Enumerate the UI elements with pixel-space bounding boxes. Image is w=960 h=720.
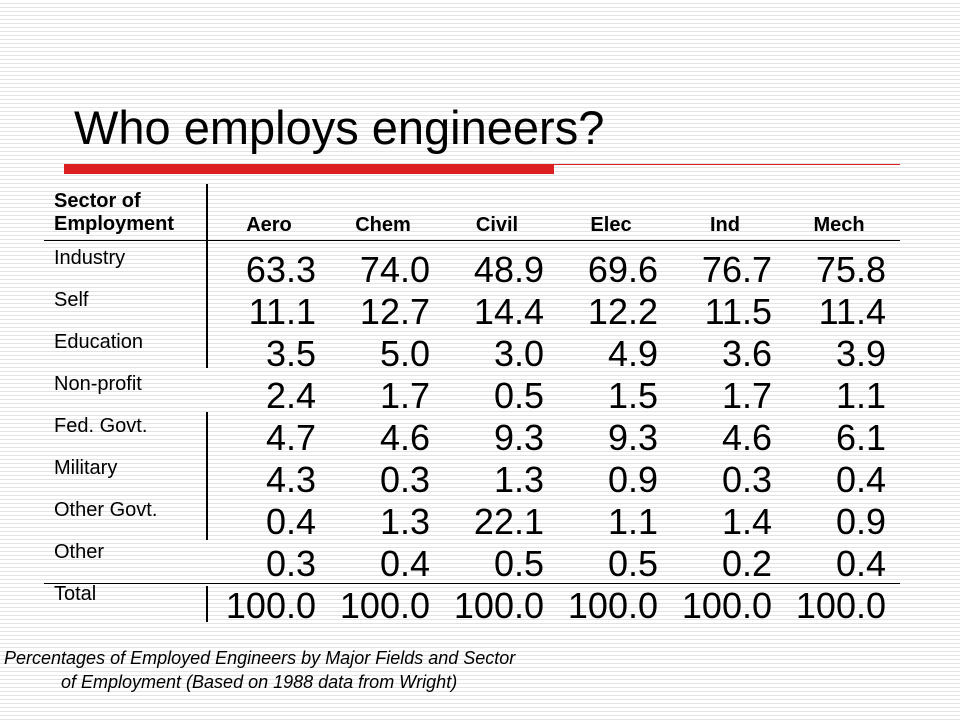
table-cell: 3.6 <box>721 333 772 374</box>
table-cell: 4.6 <box>379 417 430 458</box>
sector-column-header: Sector of Employment <box>54 190 174 236</box>
table-cell: 11.4 <box>818 291 886 332</box>
table-cell: 0.3 <box>265 543 316 584</box>
row-label: Education <box>54 331 143 353</box>
table-cell: 4.9 <box>607 333 658 374</box>
table-cell: 1.4 <box>721 501 772 542</box>
table-cell: 100.0 <box>453 585 544 626</box>
table-cell: 0.2 <box>721 543 772 584</box>
table-cell: 4.3 <box>265 459 316 500</box>
table-cell: 0.3 <box>379 459 430 500</box>
table-cell: 11.1 <box>248 291 316 332</box>
table-cell: 0.5 <box>493 543 544 584</box>
table-cell: 5.0 <box>379 333 430 374</box>
table-cell: 100.0 <box>567 585 658 626</box>
table-cell: 0.9 <box>607 459 658 500</box>
table-cell: 0.5 <box>493 375 544 416</box>
table-cell: 14.4 <box>473 291 544 332</box>
table-cell: 9.3 <box>493 417 544 458</box>
table-cell: 0.5 <box>607 543 658 584</box>
table-cell: 11.5 <box>704 291 772 332</box>
table-cell: 1.1 <box>835 375 886 416</box>
row-label: Total <box>54 583 97 605</box>
table-cell: 0.4 <box>835 543 886 584</box>
table-cell: 1.3 <box>379 501 430 542</box>
table-cell: 4.7 <box>265 417 316 458</box>
total-rule <box>44 583 900 584</box>
table-cell: 0.4 <box>835 459 886 500</box>
row-label: Fed. Govt. <box>54 415 148 437</box>
table-cell: 3.0 <box>493 333 544 374</box>
column-header-mech: Mech <box>813 214 865 236</box>
table-cell: 0.9 <box>835 501 886 542</box>
row-label: Self <box>54 289 89 311</box>
column-header-ind: Ind <box>710 214 740 236</box>
table-cell: 0.4 <box>379 543 430 584</box>
table-cell: 4.6 <box>721 417 772 458</box>
table-cell: 6.1 <box>835 417 886 458</box>
column-header-aero: Aero <box>246 214 292 236</box>
total-divider <box>206 586 208 622</box>
row-label: Military <box>54 457 118 479</box>
table-cell: 0.4 <box>265 501 316 542</box>
table-cell: 63.3 <box>245 249 316 290</box>
table-cell: 74.0 <box>359 249 430 290</box>
column-header-elec: Elec <box>590 214 632 236</box>
table-cell: 48.9 <box>473 249 544 290</box>
column-header-chem: Chem <box>355 214 411 236</box>
table-cell: 1.3 <box>493 459 544 500</box>
table-cell: 75.8 <box>815 249 886 290</box>
label-divider-lower <box>206 412 208 540</box>
table-cell: 1.1 <box>607 501 658 542</box>
table-cell: 76.7 <box>701 249 772 290</box>
row-label: Industry <box>54 247 126 269</box>
header-rule <box>44 240 900 241</box>
table-cell: 3.9 <box>835 333 886 374</box>
table-cell: 12.2 <box>587 291 658 332</box>
caption-line-2: of Employment (Based on 1988 data from W… <box>61 672 458 692</box>
table-cell: 3.5 <box>265 333 316 374</box>
table-cell: 22.1 <box>473 501 544 542</box>
slide-title: Who employs engineers? <box>74 101 605 154</box>
table-cell: 1.7 <box>721 375 772 416</box>
table-cell: 1.5 <box>607 375 658 416</box>
table-cell: 100.0 <box>339 585 430 626</box>
row-label: Other Govt. <box>54 499 158 521</box>
table-cell: 2.4 <box>265 375 316 416</box>
table-cell: 0.3 <box>721 459 772 500</box>
table-cell: 100.0 <box>225 585 316 626</box>
title-accent-line <box>554 164 900 165</box>
table-cell: 69.6 <box>587 249 658 290</box>
sector-header-line1: Sector of <box>54 190 141 212</box>
table-cell: 100.0 <box>681 585 772 626</box>
table-cell: 9.3 <box>607 417 658 458</box>
row-label: Non-profit <box>54 373 142 395</box>
header-divider <box>206 184 208 240</box>
column-header-civil: Civil <box>475 214 519 236</box>
table-cell: 12.7 <box>359 291 430 332</box>
title-accent-bar <box>64 164 554 174</box>
table-cell: 1.7 <box>379 375 430 416</box>
label-divider-upper <box>206 240 208 368</box>
row-label: Other <box>54 541 105 563</box>
sector-header-line2: Employment <box>54 213 175 235</box>
table-caption: Percentages of Employed Engineers by Maj… <box>4 646 515 694</box>
caption-line-1: Percentages of Employed Engineers by Maj… <box>4 648 516 668</box>
table-cell: 100.0 <box>795 585 886 626</box>
